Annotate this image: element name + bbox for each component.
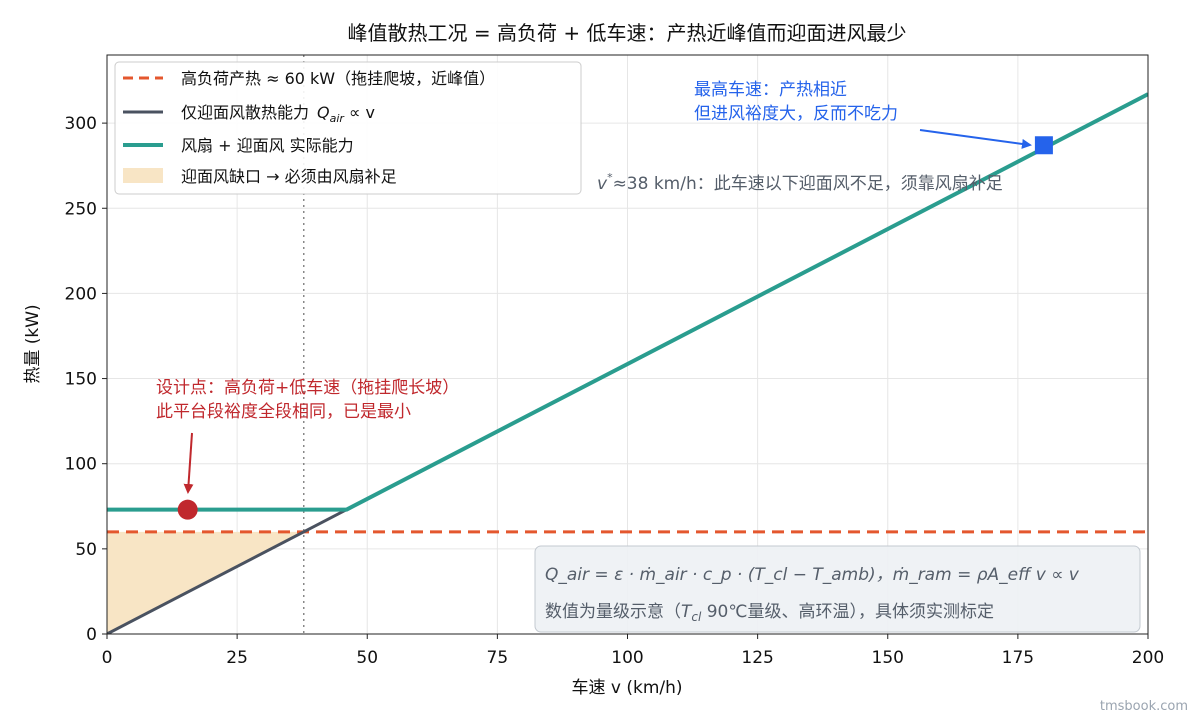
annotation-vstar: v*≈38 km/h：此车速以下迎面风不足，须靠风扇补足 <box>597 171 1003 194</box>
formula-line1: Q_air = ε · ṁ_air · c_p · (T_cl − T_amb)… <box>545 565 1080 585</box>
legend-label-ram-math: Q <box>317 103 330 122</box>
formula-line2-post: 90℃量级、高环温），具体须实测标定 <box>701 602 994 622</box>
y-tick-label-150: 150 <box>65 370 97 390</box>
legend-label-total: 风扇 + 迎面风 实际能力 <box>181 136 354 155</box>
legend-label-heat: 高负荷产热 ≈ 60 kW（拖挂爬坡，近峰值） <box>181 69 495 88</box>
x-tick-label-125: 125 <box>741 648 773 668</box>
x-tick-label-100: 100 <box>611 648 643 668</box>
formula-line2: 数值为量级示意（Tcl 90℃量级、高环温），具体须实测标定 <box>545 602 994 624</box>
annotation-design-point-arrow <box>183 432 194 494</box>
x-tick-label-200: 200 <box>1132 648 1164 668</box>
annotation-design-point-line2: 此平台段裕度全段相同，已是最小 <box>156 402 411 422</box>
x-tick-label-75: 75 <box>487 648 509 668</box>
y-tick-label-0: 0 <box>86 625 97 645</box>
chart-title: 峰值散热工况 = 高负荷 + 低车速：产热近峰值而迎面进风最少 <box>348 21 907 45</box>
x-tick-label-25: 25 <box>226 648 248 668</box>
legend-label-ram: 仅迎面风散热能力 Qair ∝ v <box>181 103 375 125</box>
formula-line2-pre: 数值为量级示意（ <box>545 602 681 622</box>
y-tick-label-300: 300 <box>65 114 97 134</box>
x-tick-label-150: 150 <box>872 648 904 668</box>
legend-box <box>114 61 582 195</box>
annotation-vstar-sup: * <box>607 171 613 184</box>
annotation-max-speed-line1: 最高车速：产热相近 <box>694 80 847 100</box>
annotation-max-speed-arrow <box>919 129 1032 149</box>
y-tick-label-200: 200 <box>65 284 97 304</box>
y-tick-label-250: 250 <box>65 199 97 219</box>
legend-label-ram-sub: air <box>330 112 346 125</box>
watermark: tmsbook.com <box>1100 699 1188 714</box>
legend-swatch-gap <box>123 168 163 183</box>
x-tick-label-175: 175 <box>1002 648 1034 668</box>
legend: 高负荷产热 ≈ 60 kW（拖挂爬坡，近峰值） 仅迎面风散热能力 Qair ∝ v… <box>114 61 582 195</box>
y-axis-label: 热量 (kW) <box>23 304 43 383</box>
annotation-vstar-text: ≈38 km/h：此车速以下迎面风不足，须靠风扇补足 <box>613 174 1003 194</box>
formula-line2-math: T <box>681 602 693 622</box>
y-tick-label-50: 50 <box>75 540 97 560</box>
annotation-design-point: 设计点：高负荷+低车速（拖挂爬长坡） 此平台段裕度全段相同，已是最小 <box>156 378 459 494</box>
annotation-max-speed: 最高车速：产热相近 但进风裕度大，反而不吃力 <box>694 80 1032 149</box>
ram-air-line <box>107 508 348 634</box>
legend-label-ram-tail: ∝ v <box>344 103 375 122</box>
formula-box: Q_air = ε · ṁ_air · c_p · (T_cl − T_amb)… <box>534 545 1141 633</box>
annotation-max-speed-line2: 但进风裕度大，反而不吃力 <box>694 104 898 124</box>
formula-line2-sub: cl <box>691 610 702 624</box>
y-tick-label-100: 100 <box>65 455 97 475</box>
design-point-marker <box>177 499 198 520</box>
annotation-design-point-line1: 设计点：高负荷+低车速（拖挂爬长坡） <box>156 378 459 398</box>
x-tick-label-50: 50 <box>356 648 378 668</box>
max-speed-marker <box>1034 136 1053 155</box>
x-axis-label: 车速 v (km/h) <box>571 678 682 698</box>
formula-box-frame <box>534 545 1141 633</box>
legend-label-ram-text: 仅迎面风散热能力 <box>181 103 309 122</box>
legend-label-gap: 迎面风缺口 → 必须由风扇补足 <box>181 167 397 186</box>
annotation-vstar-symbol: v <box>597 174 608 194</box>
x-tick-label-0: 0 <box>102 648 113 668</box>
axis-ticks: 0 25 50 75 100 125 150 175 200 0 50 100 150 200 250 300 <box>65 114 1165 668</box>
